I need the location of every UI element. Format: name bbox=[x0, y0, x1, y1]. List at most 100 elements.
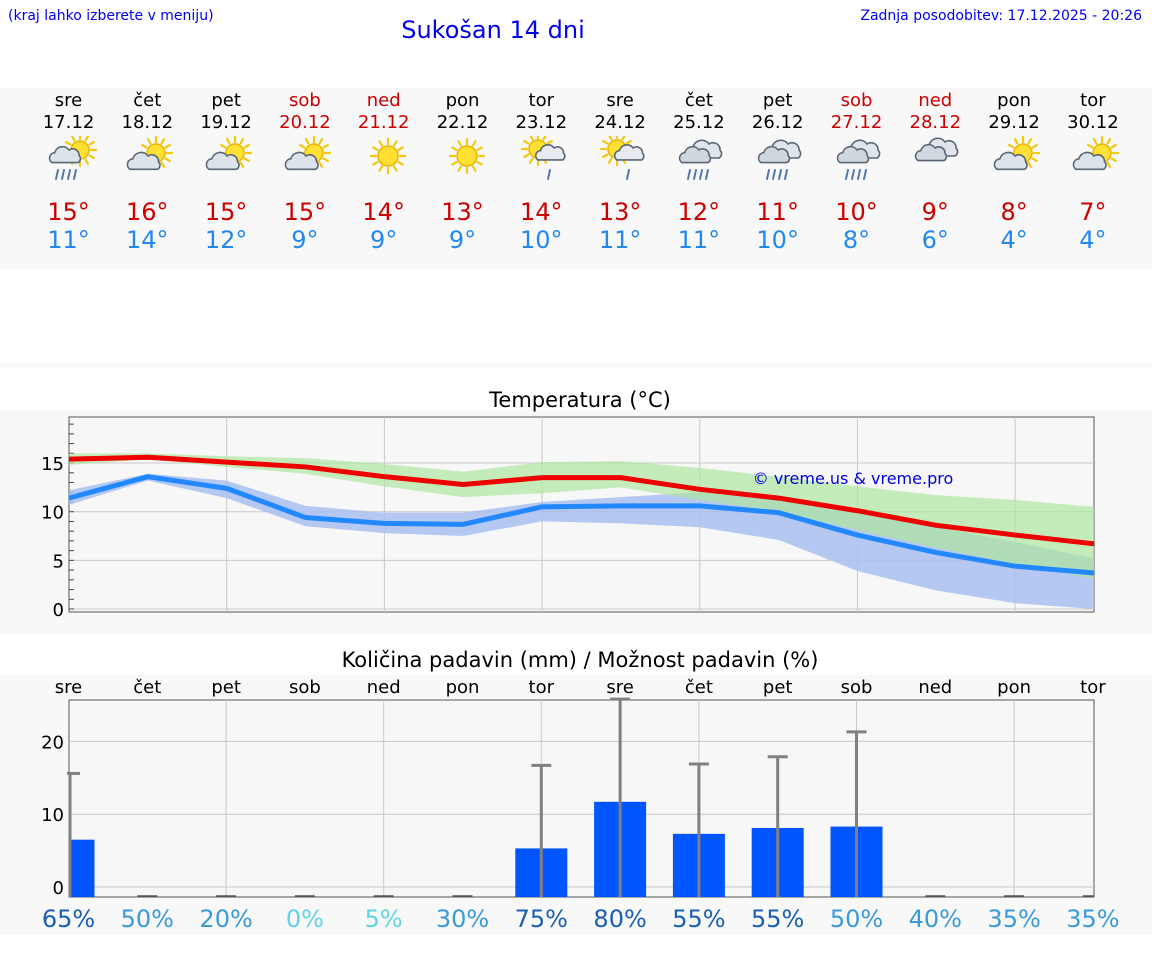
page-title: Sukošan 14 dni bbox=[401, 16, 585, 44]
precip-probability-label: 80% bbox=[593, 905, 646, 933]
x-category-label: ned bbox=[367, 677, 401, 698]
day-date: 26.12 bbox=[751, 112, 804, 133]
x-category-label: čet bbox=[685, 677, 713, 698]
sun-cloud-icon bbox=[993, 136, 1041, 171]
day-date: 23.12 bbox=[515, 112, 568, 133]
precip-probability-label: 0% bbox=[286, 905, 324, 933]
day-column: pon 29.12 8° 4° bbox=[974, 88, 1054, 268]
copyright-watermark[interactable]: © vreme.us & vreme.pro bbox=[753, 469, 954, 488]
day-date: 21.12 bbox=[357, 112, 410, 133]
y-tick-label: 10 bbox=[41, 503, 64, 524]
temp-max: 8° bbox=[1000, 198, 1028, 226]
precip-probability-label: 5% bbox=[365, 905, 403, 933]
precip-probability-label: 75% bbox=[515, 905, 568, 933]
x-category-label: sre bbox=[55, 677, 82, 698]
day-column: ned 21.12 14° 9° bbox=[344, 88, 424, 268]
x-category-label: sob bbox=[841, 677, 873, 698]
day-name: sre bbox=[54, 90, 83, 111]
day-name: sre bbox=[606, 90, 634, 111]
cloud-rain-icon bbox=[678, 139, 723, 180]
last-updated: Zadnja posodobitev: 17.12.2025 - 20:26 bbox=[860, 8, 1142, 24]
location-menu-hint[interactable]: (kraj lahko izberete v meniju) bbox=[8, 8, 214, 24]
sun-cloud-rain-icon bbox=[48, 136, 97, 180]
day-column: sob 20.12 15° 9° bbox=[265, 88, 345, 268]
day-column: čet 25.12 12° 11° bbox=[659, 88, 739, 268]
day-name: pet bbox=[762, 90, 793, 111]
temp-max: 14° bbox=[362, 198, 405, 226]
y-tick-label: 20 bbox=[41, 732, 64, 753]
plot-area bbox=[68, 699, 1095, 898]
temp-min: 9° bbox=[291, 226, 319, 254]
temp-min: 11° bbox=[598, 226, 642, 254]
sun-cloud-showers-icon bbox=[521, 136, 566, 180]
temp-min: 12° bbox=[204, 226, 248, 254]
day-date: 22.12 bbox=[436, 112, 489, 133]
sun-cloud-icon bbox=[1072, 136, 1119, 171]
day-column: ned 28.12 9° 6° bbox=[895, 88, 975, 268]
precipitation-chart-title: Količina padavin (mm) / Možnost padavin … bbox=[341, 648, 819, 672]
y-tick-label: 0 bbox=[53, 600, 64, 621]
temp-max: 10° bbox=[835, 198, 878, 226]
temp-min: 11° bbox=[677, 226, 721, 254]
day-date: 18.12 bbox=[121, 112, 174, 133]
cloud-rain-icon bbox=[757, 139, 802, 180]
day-name: pet bbox=[211, 90, 241, 111]
day-column: sre 24.12 13° 11° bbox=[580, 88, 660, 268]
day-column: čet 18.12 16° 14° bbox=[107, 88, 187, 268]
x-category-label: ned bbox=[918, 677, 952, 698]
precip-probability-label: 55% bbox=[672, 905, 725, 933]
day-name: pon bbox=[445, 90, 480, 111]
day-date: 29.12 bbox=[988, 112, 1040, 133]
day-column: sre 17.12 15° 11° bbox=[29, 88, 109, 268]
temperature-chart-title: Temperatura (°C) bbox=[489, 388, 671, 412]
temp-max: 11° bbox=[756, 198, 799, 226]
day-date: 27.12 bbox=[830, 112, 883, 133]
tmax-range-band bbox=[69, 453, 1094, 579]
day-date: 24.12 bbox=[594, 112, 646, 133]
section-divider bbox=[0, 363, 1152, 368]
temp-max: 16° bbox=[126, 198, 169, 226]
precip-probability-label: 50% bbox=[121, 905, 174, 933]
precip-probability-label: 40% bbox=[909, 905, 962, 933]
temp-max: 9° bbox=[921, 198, 949, 226]
precip-bar bbox=[69, 839, 95, 897]
temp-max: 12° bbox=[677, 198, 721, 226]
day-name: sob bbox=[840, 90, 873, 111]
day-name: čet bbox=[684, 90, 713, 111]
temp-max: 15° bbox=[283, 198, 327, 226]
day-name: pon bbox=[997, 90, 1032, 111]
y-tick-label: 10 bbox=[41, 805, 64, 826]
temp-min: 4° bbox=[1000, 226, 1028, 254]
temp-min: 9° bbox=[370, 226, 398, 254]
temp-max: 14° bbox=[520, 198, 563, 226]
day-date: 25.12 bbox=[673, 112, 725, 133]
day-name: tor bbox=[528, 90, 555, 111]
day-column: pon 22.12 13° 9° bbox=[423, 88, 503, 268]
x-category-label: pon bbox=[997, 677, 1031, 698]
tmax-series-line bbox=[68, 454, 1095, 547]
temp-max: 13° bbox=[441, 198, 484, 226]
x-category-label: pet bbox=[763, 677, 793, 698]
x-category-label: tor bbox=[1080, 677, 1106, 698]
day-name: sob bbox=[288, 90, 321, 111]
x-category-label: sob bbox=[289, 677, 321, 698]
sun-cloud-icon bbox=[126, 136, 174, 171]
temp-min: 11° bbox=[47, 226, 90, 254]
day-name: čet bbox=[133, 90, 162, 111]
day-name: ned bbox=[918, 90, 953, 111]
y-tick-label: 0 bbox=[53, 878, 64, 899]
sun-icon bbox=[448, 137, 485, 175]
precip-probability-label: 35% bbox=[987, 905, 1040, 933]
sun-cloud-icon bbox=[284, 136, 331, 171]
precip-probability-label: 50% bbox=[830, 905, 883, 933]
day-date: 30.12 bbox=[1067, 112, 1119, 133]
x-category-label: pon bbox=[446, 677, 480, 698]
day-name: ned bbox=[366, 90, 401, 111]
temp-max: 13° bbox=[598, 198, 642, 226]
precip-probability-label: 35% bbox=[1066, 905, 1119, 933]
temp-max: 15° bbox=[47, 198, 90, 226]
day-date: 20.12 bbox=[279, 112, 331, 133]
temp-min: 8° bbox=[842, 226, 871, 254]
temp-max: 7° bbox=[1079, 198, 1107, 226]
